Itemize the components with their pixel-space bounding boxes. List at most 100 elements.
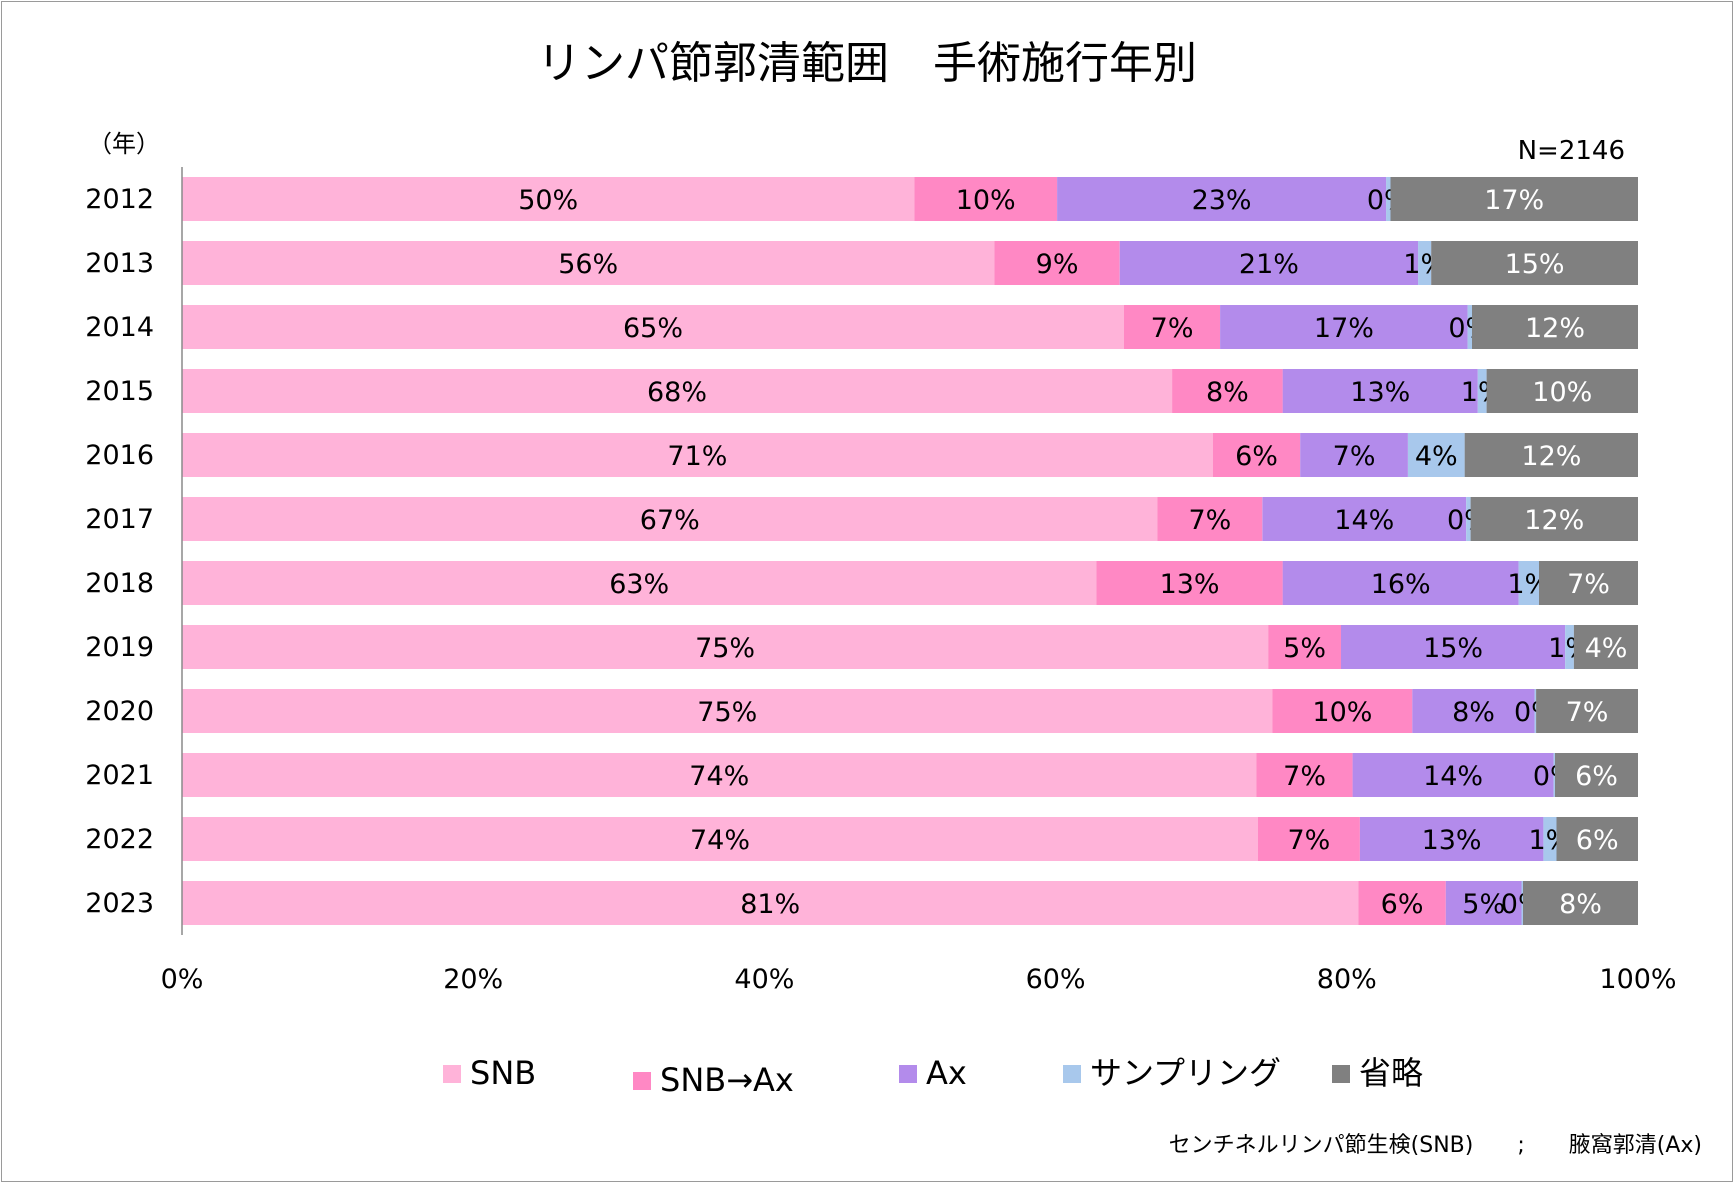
data-label: 7% (1333, 441, 1376, 472)
x-tick-label: 40% (734, 964, 794, 995)
bar-segment (1272, 689, 1413, 733)
bar-segment (1477, 369, 1487, 413)
data-label: 8% (1206, 377, 1249, 408)
y-tick-label: 2017 (85, 504, 154, 535)
y-tick-label: 2022 (85, 824, 154, 855)
data-label: 7% (1566, 697, 1609, 728)
bar-segment (1258, 817, 1360, 861)
bar-segment (1539, 561, 1638, 605)
data-label: 7% (1151, 313, 1194, 344)
x-tick-label: 20% (443, 964, 503, 995)
y-tick-label: 2015 (85, 376, 154, 407)
bar-segment (1543, 817, 1557, 861)
legend-swatch (1063, 1065, 1081, 1083)
data-label: 74% (690, 825, 750, 856)
bar-segment (1256, 753, 1353, 797)
data-label: 10% (1532, 377, 1592, 408)
bar-segment (1282, 561, 1519, 605)
chart-title: リンパ節郭清範囲 手術施行年別 (537, 38, 1197, 89)
legend-label: SNB (470, 1054, 536, 1092)
bar-segment (1518, 561, 1539, 605)
legend-label: SNB→Ax (660, 1061, 794, 1099)
data-label: 10% (956, 185, 1016, 216)
x-tick-label: 60% (1026, 964, 1086, 995)
bar-segment (1341, 625, 1566, 669)
data-label: 13% (1422, 825, 1482, 856)
data-label: 68% (647, 377, 707, 408)
legend-swatch (1332, 1065, 1350, 1083)
data-label: 14% (1423, 761, 1483, 792)
bar-segment (1565, 625, 1574, 669)
legend: SNB SNB→Ax Ax サンプリング 省略 (443, 1054, 1423, 1099)
data-label: 15% (1423, 633, 1483, 664)
bar-segment (1466, 497, 1471, 541)
y-tick-label: 2013 (85, 248, 154, 279)
data-label: 71% (667, 441, 727, 472)
data-label: 21% (1239, 249, 1299, 280)
data-label: 14% (1334, 505, 1394, 536)
data-label: 65% (623, 313, 683, 344)
bar-segment (182, 561, 1097, 605)
plot-area: 2012 50% 10% 23% 0% 17%2013 56% 9% 21% 1% 15%2014 6… (85, 167, 1677, 995)
bar-segment (1486, 369, 1638, 413)
data-label: 81% (740, 889, 800, 920)
bar-segment (182, 497, 1158, 541)
bar-segment (994, 241, 1120, 285)
bar-segment (1282, 369, 1478, 413)
legend-label: サンプリング (1090, 1054, 1281, 1092)
y-tick-label: 2023 (85, 888, 154, 919)
data-label: 74% (689, 761, 749, 792)
bar-segment (1358, 881, 1446, 925)
bar-segment (1556, 817, 1638, 861)
data-label: 75% (697, 697, 757, 728)
y-tick-label: 2020 (85, 696, 154, 727)
data-label: 17% (1484, 185, 1544, 216)
bar-segment (1472, 305, 1638, 349)
bar-segment (1523, 881, 1638, 925)
data-label: 7% (1567, 569, 1610, 600)
bar-segment (1555, 753, 1638, 797)
bar-segment (1262, 497, 1467, 541)
bar-segment (1553, 753, 1556, 797)
y-tick-label: 2019 (85, 632, 154, 663)
bar-segment (182, 625, 1269, 669)
bar-segment (1220, 305, 1468, 349)
bar-segment (182, 881, 1359, 925)
data-label: 10% (1312, 697, 1372, 728)
bar-segment (1096, 561, 1283, 605)
bar-segment (1521, 881, 1523, 925)
bar-segment (182, 433, 1213, 477)
bar-segment (1359, 817, 1544, 861)
y-tick-label: 2014 (85, 312, 154, 343)
bar-segment (1573, 625, 1638, 669)
legend-swatch (899, 1065, 917, 1083)
bar-segment (1390, 177, 1638, 221)
data-label: 17% (1314, 313, 1374, 344)
bar-segment (1300, 433, 1408, 477)
x-tick-label: 0% (161, 964, 204, 995)
data-label: 7% (1287, 825, 1330, 856)
data-label: 9% (1036, 249, 1079, 280)
bar-segment (1268, 625, 1341, 669)
legend-swatch (633, 1072, 651, 1090)
legend-swatch (443, 1065, 461, 1083)
data-label: 8% (1452, 697, 1495, 728)
bar-segment (182, 177, 915, 221)
category-axis-unit: （年） (88, 130, 160, 158)
footnote: センチネルリンパ節生検(SNB) ; 腋窩郭清(Ax) (1169, 1133, 1702, 1158)
bar-segment (1124, 305, 1221, 349)
data-label: 23% (1192, 185, 1252, 216)
bar-segment (1386, 177, 1391, 221)
bar-segment (1408, 433, 1465, 477)
data-label: 8% (1559, 889, 1602, 920)
data-label: 4% (1415, 441, 1458, 472)
data-label: 63% (609, 569, 669, 600)
data-label: 50% (518, 185, 578, 216)
bar-segment (1157, 497, 1263, 541)
legend-label: Ax (926, 1054, 967, 1092)
y-tick-label: 2018 (85, 568, 154, 599)
bar-segment (1119, 241, 1419, 285)
bar-segment (182, 241, 995, 285)
